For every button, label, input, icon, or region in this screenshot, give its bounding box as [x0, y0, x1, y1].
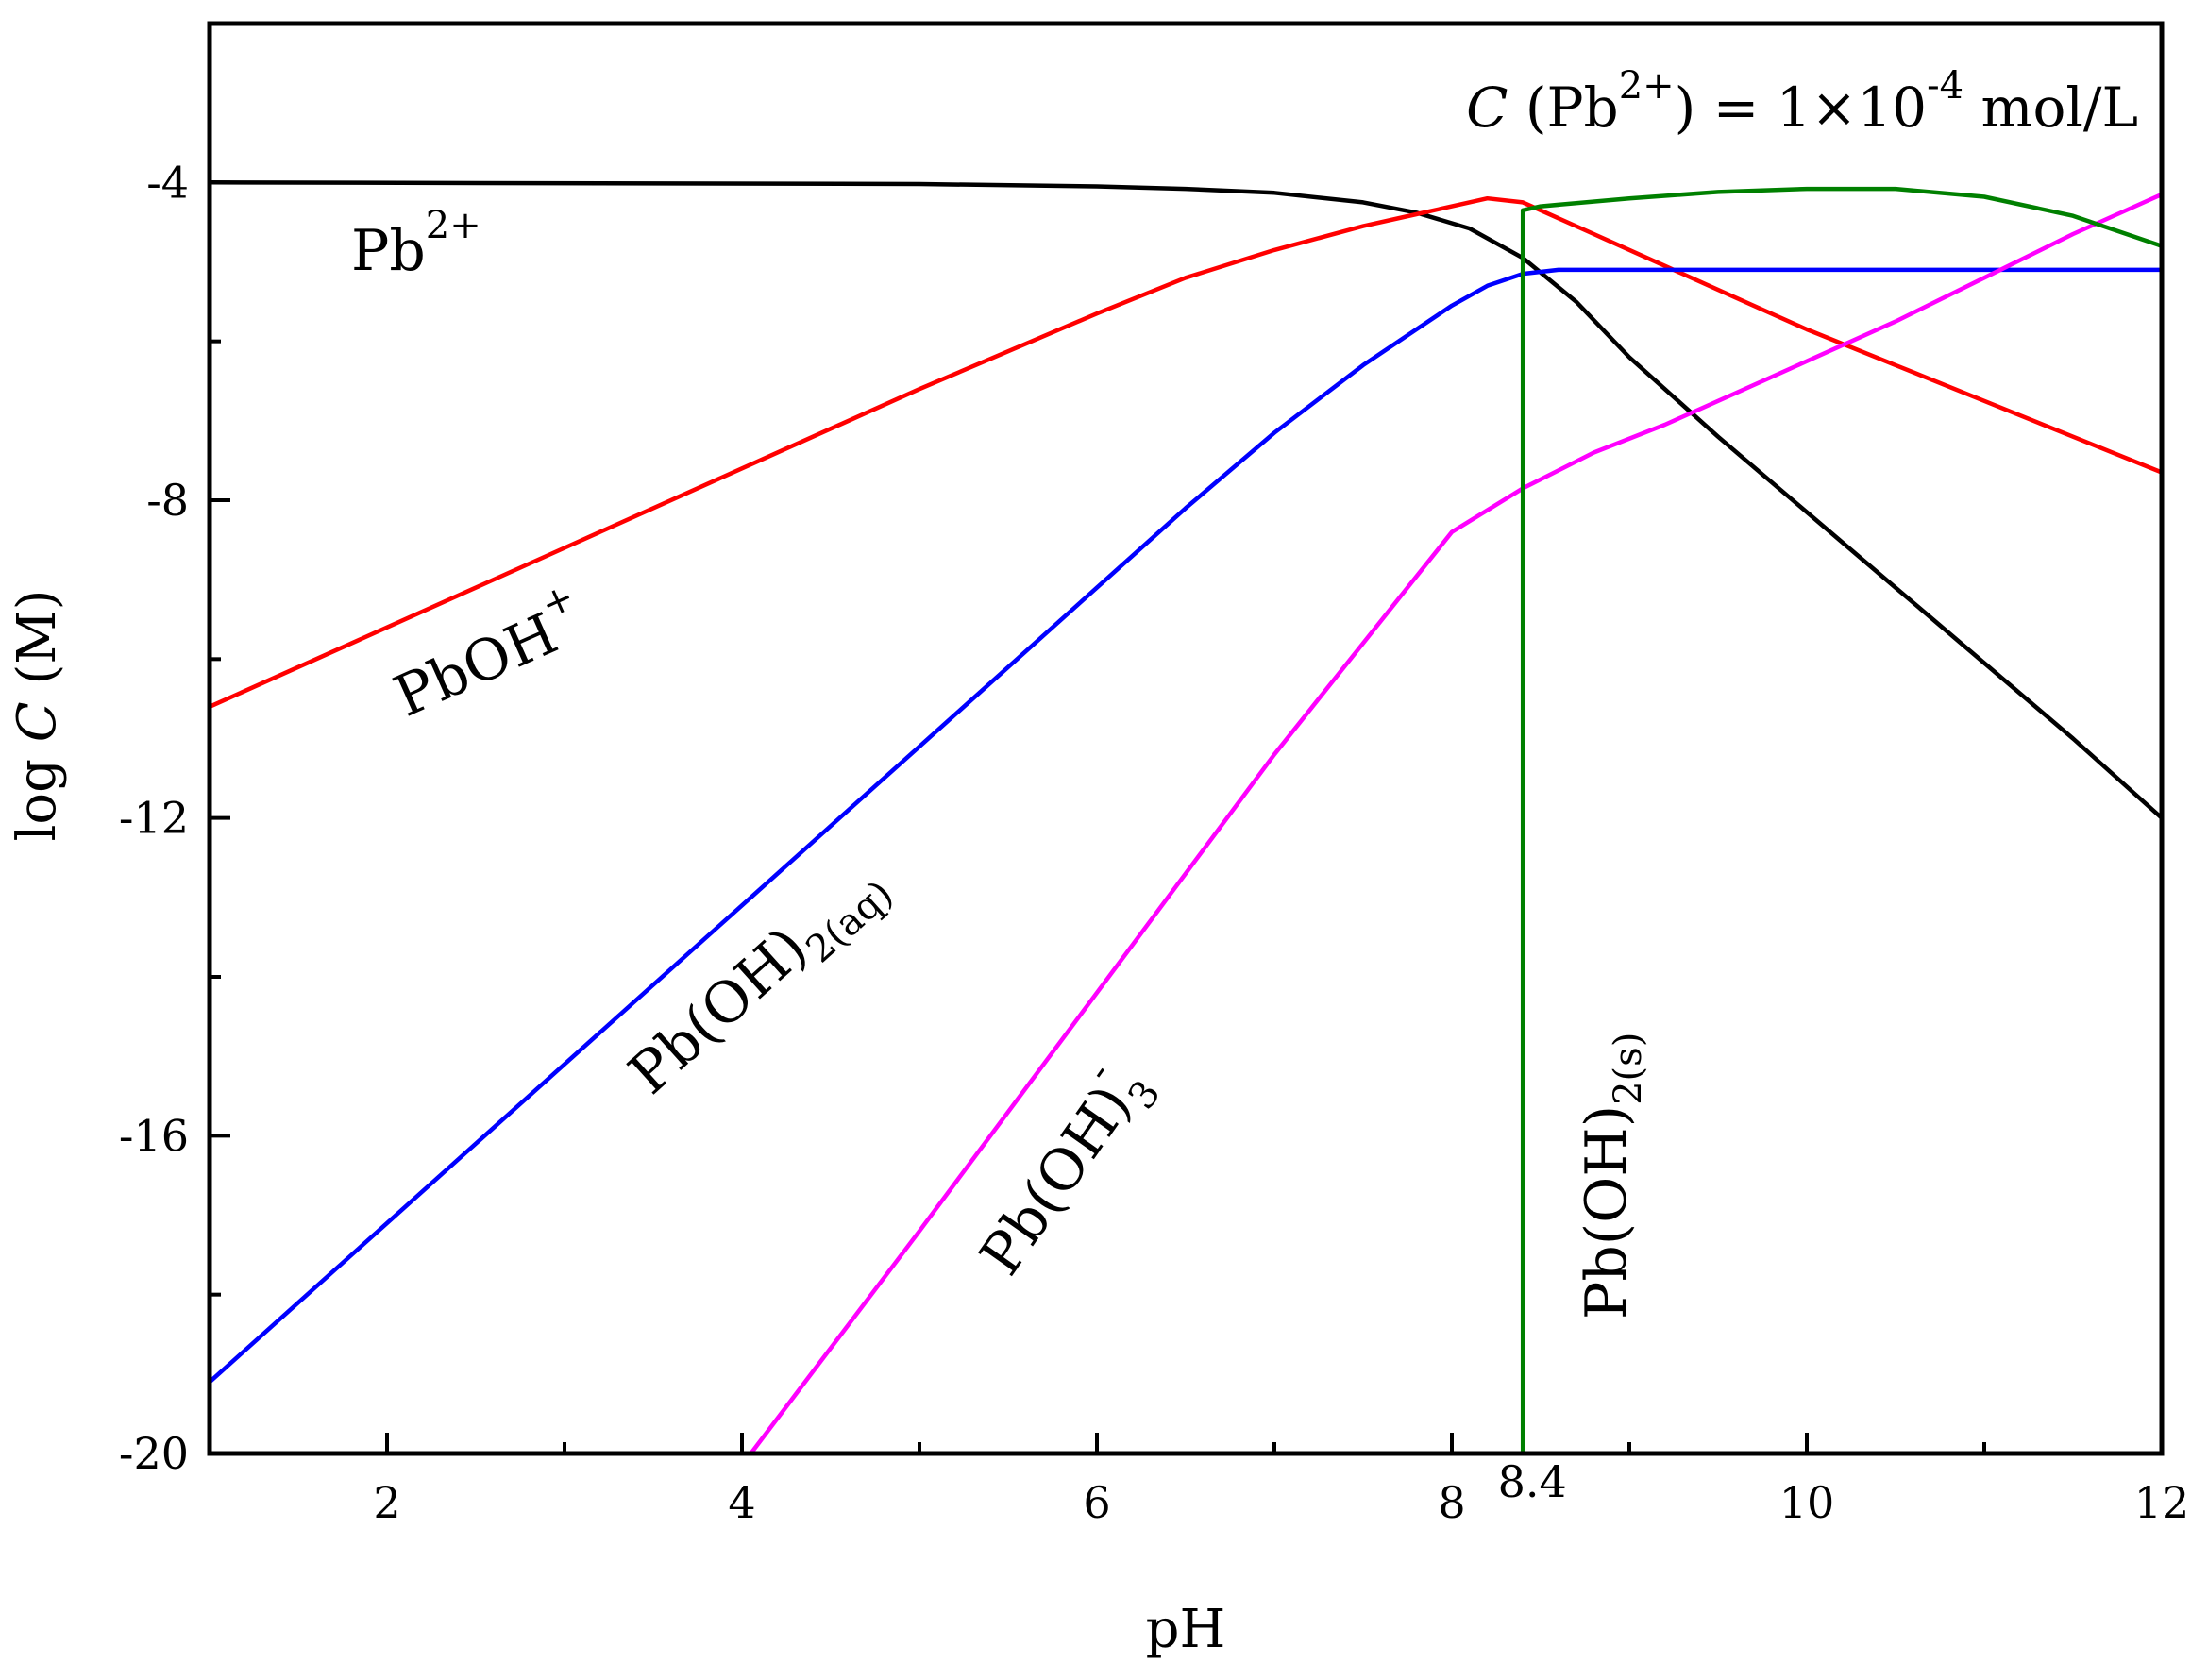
- x-tick-label: 4: [728, 1477, 755, 1528]
- x-axis-ticks: 2 4 6 8 10 12: [373, 1433, 2189, 1528]
- y-tick-label: -16: [119, 1110, 189, 1161]
- concentration-mid: ) = 1×10: [1675, 76, 1927, 140]
- series-layer: [207, 180, 2165, 1456]
- plot-frame: [207, 21, 2165, 1456]
- y-axis-title-suffix: (M): [7, 590, 68, 702]
- series-line-pboh: [207, 195, 2165, 710]
- series-line-pb-oh-2-s: [1520, 186, 2165, 1456]
- series-line-pb-oh-3: [749, 192, 2165, 1456]
- x-tick-label: 6: [1083, 1477, 1110, 1528]
- marker-label-8-4: 8.4: [1498, 1456, 1567, 1507]
- concentration-var: C: [1466, 76, 1508, 140]
- x-axis-title: pH: [1146, 1599, 1226, 1660]
- y-tick-label: -12: [119, 793, 189, 844]
- series-line-pb-oh-2-aq: [207, 267, 2165, 1385]
- x-tick-label: 10: [1779, 1477, 1835, 1528]
- x-tick-label: 8: [1438, 1477, 1465, 1528]
- concentration-exp: -4: [1927, 64, 1963, 108]
- y-axis-ticks: -4 -8 -12 -16 -20: [119, 157, 230, 1479]
- label-pboh-plus: PbOH+: [379, 575, 597, 731]
- concentration-unit: mol/L: [1963, 76, 2138, 140]
- label-pboh3-minus: Pb(OH)-3: [954, 1044, 1170, 1294]
- y-tick-label: -8: [146, 475, 189, 526]
- concentration-open: (Pb: [1508, 76, 1618, 140]
- y-tick-label: -20: [119, 1428, 189, 1479]
- concentration-charge: 2+: [1619, 64, 1675, 108]
- concentration-note: C (Pb2+) = 1×10-4 mol/L: [1466, 64, 2138, 140]
- label-pb2plus: Pb2+: [351, 204, 481, 284]
- x-tick-label: 2: [373, 1477, 400, 1528]
- x-tick-label: 12: [2134, 1477, 2190, 1528]
- y-tick-label: -4: [146, 157, 189, 208]
- y-axis-title-var: C: [7, 701, 68, 742]
- label-pboh2-s: Pb(OH)2(s): [1574, 1033, 1650, 1319]
- y-axis-title-prefix: log: [7, 742, 68, 841]
- y-axis-title: log C (M): [7, 590, 68, 842]
